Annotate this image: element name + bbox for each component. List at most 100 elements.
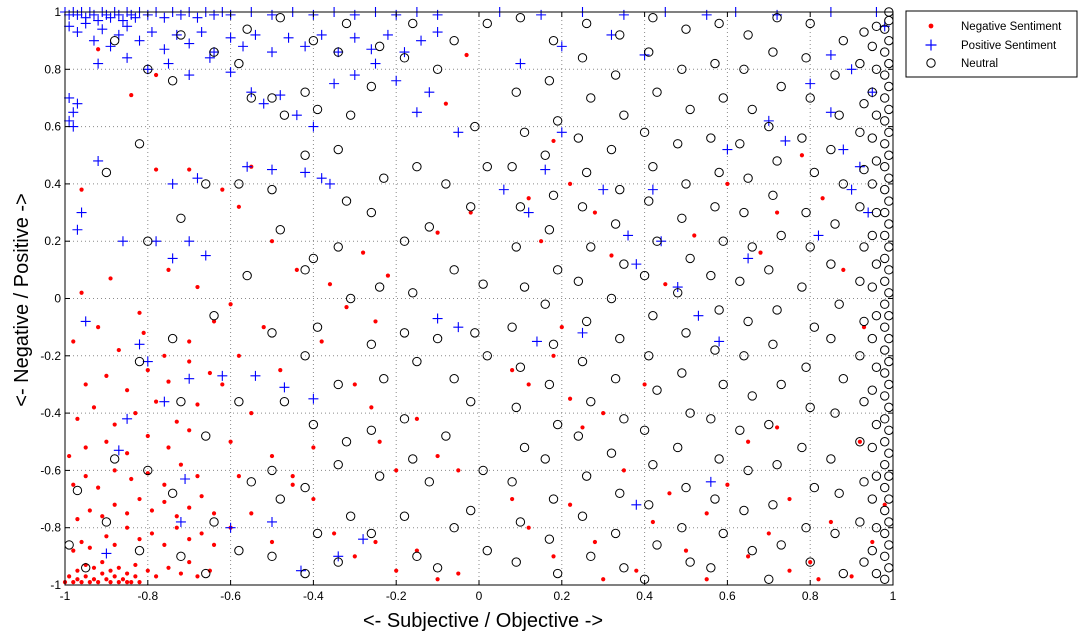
negative-point — [67, 574, 72, 579]
positive-point — [267, 164, 277, 175]
negative-point — [166, 267, 171, 272]
positive-point — [825, 107, 836, 118]
neutral-point — [134, 356, 145, 367]
negative-point — [311, 496, 316, 502]
positive-point — [714, 336, 725, 347]
x-tick-label: 0.8 — [802, 589, 819, 603]
neutral-point — [234, 545, 244, 556]
negative-point — [187, 339, 192, 344]
neutral-point — [552, 568, 563, 579]
neutral-point — [341, 437, 352, 447]
neutral-point — [515, 202, 526, 212]
negative-point — [456, 571, 461, 576]
positive-point — [275, 90, 286, 101]
negative-point — [129, 476, 134, 482]
positive-point — [780, 135, 791, 146]
neutral-point — [101, 167, 112, 178]
positive-point — [80, 18, 91, 29]
neutral-point — [581, 167, 592, 178]
neutral-point — [209, 517, 219, 527]
neutral-point — [374, 282, 385, 292]
positive-point — [225, 67, 236, 78]
negative-point — [360, 250, 366, 255]
negative-point — [464, 52, 469, 58]
neutral-point — [143, 465, 153, 476]
neutral-point — [706, 270, 716, 281]
neutral-point — [809, 322, 820, 332]
neutral-point — [234, 58, 244, 69]
neutral-point — [764, 265, 774, 275]
neutral-point — [880, 47, 890, 57]
positive-point — [540, 164, 551, 175]
neutral-point — [772, 305, 782, 315]
negative-point — [71, 339, 76, 344]
negative-point — [269, 453, 275, 459]
negative-point — [187, 359, 192, 364]
y-tick-label: 0.8 — [44, 62, 61, 76]
negative-point — [269, 539, 275, 545]
neutral-point — [109, 454, 120, 464]
positive-point — [358, 534, 369, 545]
negative-point — [125, 571, 130, 576]
negative-point — [145, 433, 150, 439]
positive-point — [238, 41, 249, 52]
neutral-point — [341, 18, 352, 29]
neutral-point — [739, 64, 749, 75]
neutral-point — [871, 419, 882, 430]
negative-point — [269, 239, 275, 244]
neutral-point — [743, 173, 753, 183]
negative-point — [199, 531, 204, 536]
neutral-point — [519, 282, 530, 292]
legend: Negative Sentiment Positive Sentiment Ne… — [905, 10, 1078, 78]
neutral-point — [482, 18, 492, 29]
negative-point — [332, 531, 337, 536]
neutral-point — [345, 293, 356, 304]
neutral-point — [706, 133, 716, 143]
positive-point — [623, 230, 634, 241]
negative-point — [766, 531, 771, 536]
positive-point — [209, 47, 220, 58]
negative-point — [104, 577, 109, 582]
neutral-point — [586, 396, 596, 407]
neutral-point — [610, 70, 621, 80]
positive-point — [122, 21, 133, 32]
negative-point — [149, 531, 155, 536]
neutral-point — [345, 511, 356, 521]
negative-point — [104, 373, 109, 378]
neutral-point — [267, 328, 277, 338]
x-tick-label: 1 — [890, 589, 897, 603]
neutral-point — [871, 207, 882, 218]
neutral-point — [826, 144, 836, 155]
negative-point — [187, 537, 192, 542]
legend-box — [905, 10, 1078, 78]
negative-point — [104, 534, 109, 539]
positive-point — [184, 70, 195, 81]
neutral-point — [776, 379, 786, 390]
positive-point — [598, 184, 609, 195]
negative-point — [112, 542, 117, 547]
negative-point — [787, 496, 792, 502]
neutral-point — [507, 322, 517, 332]
neutral-point — [312, 322, 323, 332]
neutral-point — [619, 259, 629, 269]
neutral-point — [201, 431, 211, 441]
neutral-point — [234, 179, 244, 189]
positive-point — [175, 516, 186, 527]
positive-point — [159, 12, 170, 23]
neutral-point — [577, 53, 588, 63]
neutral-point — [871, 568, 882, 579]
neutral-point — [275, 225, 285, 235]
negative-point — [83, 382, 88, 387]
neutral-point — [859, 98, 869, 109]
negative-point — [145, 568, 150, 573]
neutral-point — [867, 87, 877, 97]
neutral-point — [267, 465, 277, 476]
neutral-point — [548, 35, 559, 46]
neutral-point — [167, 76, 178, 86]
neutral-point — [764, 121, 774, 132]
negative-point — [746, 439, 751, 444]
positive-point — [432, 27, 443, 38]
positive-point — [184, 38, 195, 49]
neutral-point — [619, 110, 629, 120]
negative-point — [236, 204, 241, 209]
